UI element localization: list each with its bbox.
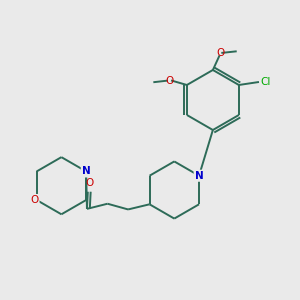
Text: N: N [195,171,203,181]
Text: N: N [82,167,91,176]
Text: Cl: Cl [260,77,270,87]
Text: O: O [85,178,94,188]
Text: O: O [30,195,38,205]
Text: O: O [165,76,173,86]
Text: O: O [216,48,224,58]
